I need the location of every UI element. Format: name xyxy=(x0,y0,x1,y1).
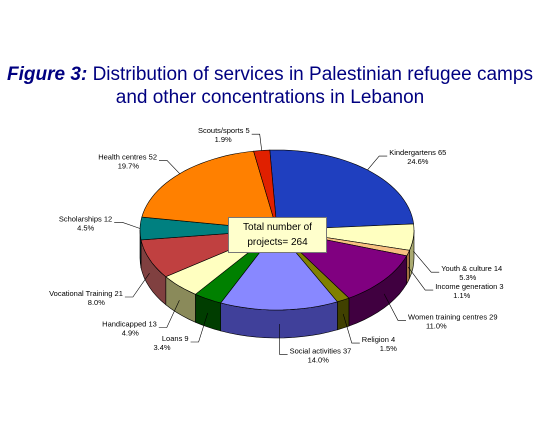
slice-label-women-training-centres: Women training centres 29 xyxy=(408,312,498,321)
leader-line-women-training-centres xyxy=(383,293,406,321)
slice-percent-women-training-centres: 11.0% xyxy=(426,321,447,330)
pie-slices xyxy=(139,149,415,311)
figure-caption: Distribution of services in Palestinian … xyxy=(92,64,533,108)
slice-percent-income-generation: 1.1% xyxy=(453,291,470,300)
slice-percent-scholarships: 4.5% xyxy=(77,223,94,232)
leader-line-loans xyxy=(190,312,208,343)
slice-percent-health-centres: 19.7% xyxy=(118,161,140,170)
leader-line-scholarships xyxy=(114,222,141,229)
leader-line-youth-culture xyxy=(413,251,440,273)
leader-line-kindergartens xyxy=(367,155,388,171)
slice-percent-loans: 3.4% xyxy=(153,343,170,352)
pie-side-religion xyxy=(337,297,350,331)
slice-label-loans: Loans 9 xyxy=(162,334,189,343)
leader-line-religion xyxy=(342,313,360,344)
slice-percent-religion: 1.5% xyxy=(380,344,397,353)
slice-label-income-generation: Income generation 3 xyxy=(435,282,503,291)
slice-percent-vocational-training: 8.0% xyxy=(88,298,105,307)
figure-number: Figure 3: xyxy=(7,64,88,85)
slice-percent-kindergartens: 24.6% xyxy=(407,157,429,166)
pie-slice-social-activities xyxy=(220,229,338,311)
slice-percent-handicapped: 4.9% xyxy=(122,329,139,338)
slice-label-social-activities: Social activities 37 xyxy=(290,346,352,355)
slice-label-kindergartens: Kindergartens 65 xyxy=(389,148,446,157)
leader-line-health-centres xyxy=(159,160,180,174)
slice-percent-youth-culture: 5.3% xyxy=(459,273,476,282)
chart-title: Figure 3: Distribution of services in Pa… xyxy=(0,63,540,109)
slice-percent-scouts-sports: 1.9% xyxy=(215,135,232,144)
slice-label-religion: Religion 4 xyxy=(362,335,395,344)
leader-line-income-generation xyxy=(407,266,434,291)
slice-percent-social-activities: 14.0% xyxy=(308,355,330,364)
slice-label-youth-culture: Youth & culture 14 xyxy=(441,264,502,273)
slice-label-health-centres: Health centres 52 xyxy=(98,152,157,161)
total-line-1: Total number of xyxy=(243,222,312,233)
slice-label-vocational-training: Vocational Training 21 xyxy=(49,289,123,298)
total-projects-box: Total number of projects= 264 xyxy=(228,217,327,253)
slice-label-scouts-sports: Scouts/sports 5 xyxy=(198,126,250,135)
slice-label-handicapped: Handicapped 13 xyxy=(102,320,157,329)
leader-line-vocational-training xyxy=(124,273,150,298)
leader-line-social-activities xyxy=(279,323,288,355)
total-line-2: projects= 264 xyxy=(247,237,308,248)
leader-line-scouts-sports xyxy=(251,133,262,151)
slice-label-scholarships: Scholarships 12 xyxy=(59,214,112,223)
leader-line-handicapped xyxy=(158,300,180,328)
